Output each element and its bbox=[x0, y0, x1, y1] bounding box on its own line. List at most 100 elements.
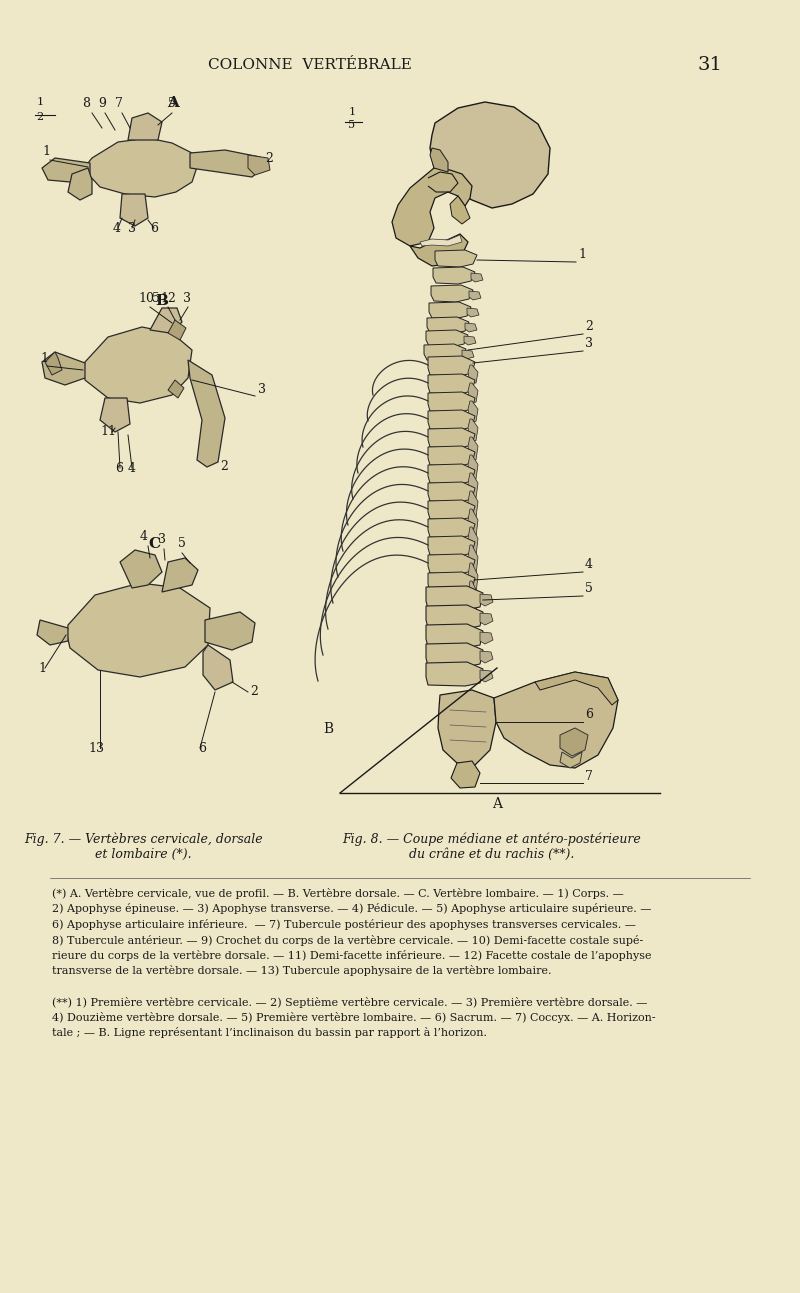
Polygon shape bbox=[535, 672, 618, 705]
Polygon shape bbox=[83, 327, 192, 403]
Text: 6: 6 bbox=[150, 222, 158, 235]
Polygon shape bbox=[88, 138, 197, 197]
Text: 7: 7 bbox=[585, 771, 593, 784]
Polygon shape bbox=[426, 643, 483, 667]
Polygon shape bbox=[467, 308, 479, 317]
Polygon shape bbox=[100, 398, 130, 432]
Polygon shape bbox=[428, 537, 475, 556]
Polygon shape bbox=[42, 352, 85, 385]
Text: 6: 6 bbox=[198, 742, 206, 755]
Text: 6: 6 bbox=[585, 709, 593, 721]
Text: 3: 3 bbox=[183, 292, 191, 305]
Polygon shape bbox=[560, 728, 588, 756]
Polygon shape bbox=[67, 583, 210, 678]
Polygon shape bbox=[435, 250, 477, 266]
Text: 5: 5 bbox=[168, 97, 176, 110]
Text: 8) Tubercule antérieur. — 9) Crochet du corps de la vertèbre cervicale. — 10) De: 8) Tubercule antérieur. — 9) Crochet du … bbox=[52, 935, 643, 945]
Text: 3: 3 bbox=[258, 383, 266, 396]
Polygon shape bbox=[128, 112, 162, 140]
Text: 4) Douzième vertèbre dorsale. — 5) Première vertèbre lombaire. — 6) Sacrum. — 7): 4) Douzième vertèbre dorsale. — 5) Premi… bbox=[52, 1012, 656, 1023]
Polygon shape bbox=[429, 303, 471, 319]
Polygon shape bbox=[468, 473, 478, 498]
Polygon shape bbox=[427, 317, 469, 334]
Polygon shape bbox=[424, 344, 466, 361]
Polygon shape bbox=[451, 762, 480, 787]
Text: (*) A. Vertèbre cervicale, vue de profil. — B. Vertèbre dorsale. — C. Vertèbre l: (*) A. Vertèbre cervicale, vue de profil… bbox=[52, 888, 624, 899]
Text: 3: 3 bbox=[158, 533, 166, 546]
Text: 2: 2 bbox=[37, 112, 43, 122]
Polygon shape bbox=[426, 662, 483, 687]
Text: 4: 4 bbox=[585, 559, 593, 572]
Text: 3: 3 bbox=[128, 222, 136, 235]
Polygon shape bbox=[428, 410, 475, 431]
Text: 1: 1 bbox=[578, 248, 586, 261]
Text: 5: 5 bbox=[152, 292, 160, 305]
Polygon shape bbox=[410, 234, 468, 266]
Polygon shape bbox=[392, 168, 472, 246]
Text: 11: 11 bbox=[100, 425, 116, 438]
Polygon shape bbox=[431, 284, 473, 303]
Polygon shape bbox=[480, 650, 493, 663]
Text: 2: 2 bbox=[220, 460, 228, 473]
Polygon shape bbox=[468, 365, 478, 383]
Polygon shape bbox=[438, 690, 496, 765]
Text: tale ; — B. Ligne représentant l’inclinaison du bassin par rapport à l’horizon.: tale ; — B. Ligne représentant l’inclina… bbox=[52, 1028, 487, 1038]
Text: B: B bbox=[323, 721, 333, 736]
Polygon shape bbox=[433, 266, 475, 284]
Polygon shape bbox=[560, 753, 582, 768]
Text: 1: 1 bbox=[349, 107, 355, 116]
Text: 2) Apophyse épineuse. — 3) Apophyse transverse. — 4) Pédicule. — 5) Apophyse art: 2) Apophyse épineuse. — 3) Apophyse tran… bbox=[52, 904, 651, 914]
Polygon shape bbox=[426, 586, 483, 610]
Polygon shape bbox=[428, 518, 475, 538]
Polygon shape bbox=[480, 593, 493, 606]
Polygon shape bbox=[68, 168, 92, 200]
Polygon shape bbox=[468, 383, 478, 402]
Text: 4: 4 bbox=[113, 222, 121, 235]
Polygon shape bbox=[428, 464, 475, 484]
Text: B: B bbox=[155, 294, 168, 308]
Polygon shape bbox=[188, 359, 225, 467]
Text: transverse de la vertèbre dorsale. — 13) Tubercule apophysaire de la vertèbre lo: transverse de la vertèbre dorsale. — 13)… bbox=[52, 966, 551, 976]
Text: 9: 9 bbox=[98, 97, 106, 110]
Polygon shape bbox=[428, 553, 475, 574]
Polygon shape bbox=[428, 500, 475, 520]
Polygon shape bbox=[37, 621, 68, 645]
Text: (**) 1) Première vertèbre cervicale. — 2) Septième vertèbre cervicale. — 3) Prem: (**) 1) Première vertèbre cervicale. — 2… bbox=[52, 997, 647, 1007]
Polygon shape bbox=[428, 428, 475, 447]
Text: 1: 1 bbox=[40, 352, 48, 365]
Polygon shape bbox=[150, 308, 182, 334]
Text: 5: 5 bbox=[178, 537, 186, 550]
Text: C: C bbox=[148, 537, 160, 551]
Text: 13: 13 bbox=[88, 742, 104, 755]
Polygon shape bbox=[430, 147, 448, 172]
Polygon shape bbox=[120, 550, 162, 588]
Polygon shape bbox=[468, 437, 478, 460]
Polygon shape bbox=[248, 155, 270, 175]
Polygon shape bbox=[162, 559, 198, 592]
Polygon shape bbox=[471, 273, 483, 282]
Text: A: A bbox=[167, 96, 179, 110]
Polygon shape bbox=[420, 235, 462, 246]
Text: 8: 8 bbox=[82, 97, 90, 110]
Text: 2: 2 bbox=[250, 685, 258, 698]
Text: rieure du corps de la vertèbre dorsale. — 11) Demi-facette inférieure. — 12) Fac: rieure du corps de la vertèbre dorsale. … bbox=[52, 950, 651, 961]
Polygon shape bbox=[469, 291, 481, 300]
Polygon shape bbox=[205, 612, 255, 650]
Polygon shape bbox=[430, 102, 550, 208]
Text: 5: 5 bbox=[349, 120, 355, 131]
Polygon shape bbox=[190, 150, 263, 177]
Polygon shape bbox=[428, 374, 475, 394]
Polygon shape bbox=[468, 455, 478, 478]
Polygon shape bbox=[168, 380, 184, 398]
Polygon shape bbox=[468, 581, 478, 613]
Polygon shape bbox=[428, 392, 475, 412]
Text: du crâne et du rachis (**).: du crâne et du rachis (**). bbox=[410, 848, 574, 861]
Text: 2: 2 bbox=[265, 153, 273, 166]
Polygon shape bbox=[468, 419, 478, 441]
Polygon shape bbox=[203, 645, 233, 690]
Text: Fig. 8. — Coupe médiane et antéro-postérieure: Fig. 8. — Coupe médiane et antéro-postér… bbox=[342, 833, 642, 846]
Polygon shape bbox=[428, 356, 475, 376]
Text: Fig. 7. — Vertèbres cervicale, dorsale: Fig. 7. — Vertèbres cervicale, dorsale bbox=[24, 833, 262, 846]
Polygon shape bbox=[120, 194, 148, 226]
Text: 1: 1 bbox=[42, 145, 50, 158]
